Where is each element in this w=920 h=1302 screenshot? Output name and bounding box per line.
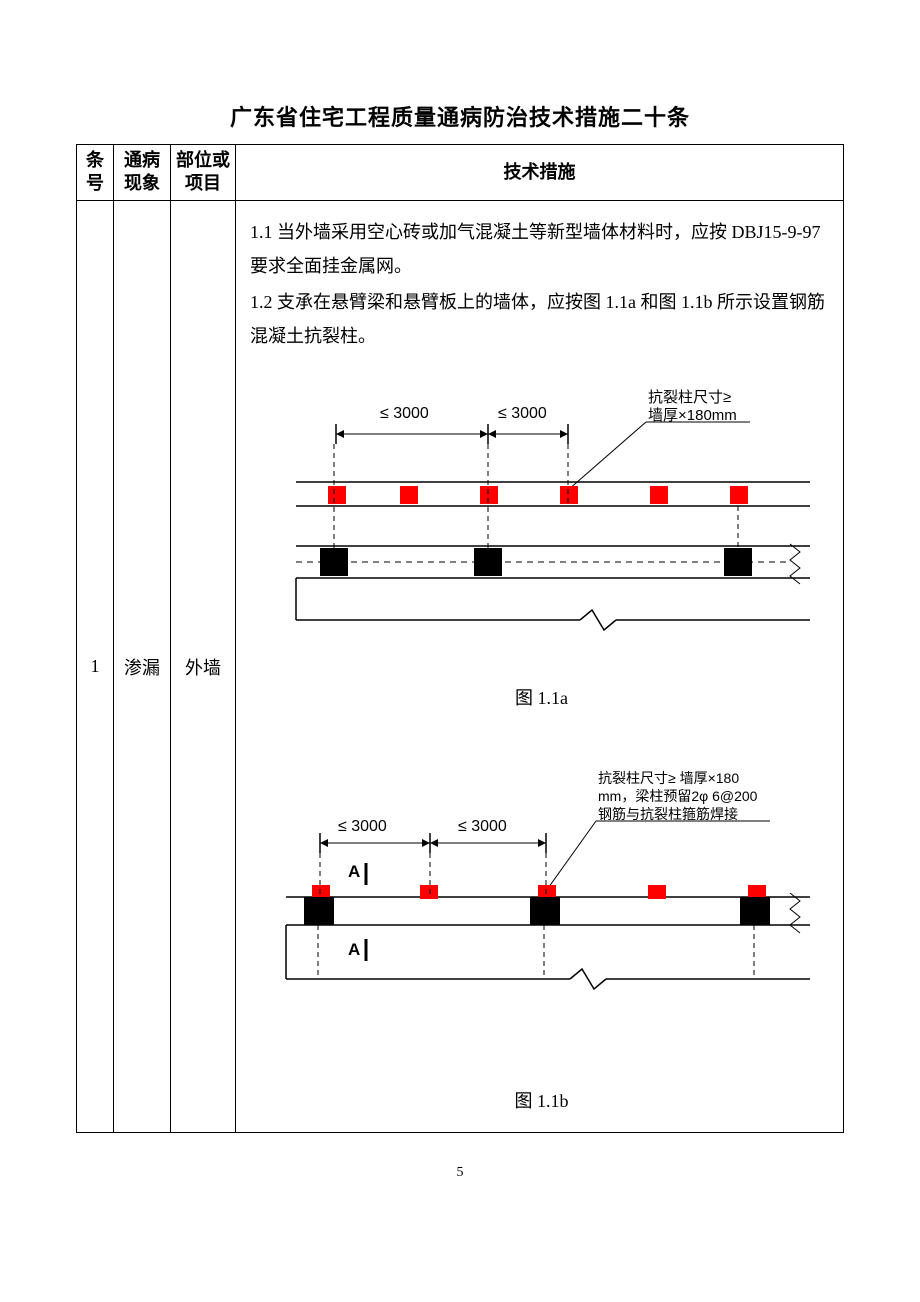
dim-label: ≤ 3000 [498, 405, 547, 422]
page-title: 广东省住宅工程质量通病防治技术措施二十条 [76, 100, 844, 132]
paragraph-1-1: 1.1 当外墙采用空心砖或加气混凝土等新型墙体材料时，应按 DBJ15-9-97… [250, 215, 833, 283]
red-column-marker [650, 486, 668, 504]
table-header-row: 条号 通病现象 部位或项目 技术措施 [77, 145, 844, 201]
red-column-marker [312, 885, 330, 899]
callout-line: 抗裂柱尺寸≥ [648, 389, 731, 406]
cell-symptom: 渗漏 [114, 200, 171, 1133]
red-column-marker [420, 885, 438, 899]
red-column-marker [648, 885, 666, 899]
red-column-marker [748, 885, 766, 899]
section-mark-a: A [348, 862, 360, 881]
cell-measures: 1.1 当外墙采用空心砖或加气混凝土等新型墙体材料时，应按 DBJ15-9-97… [236, 200, 844, 1133]
figure-caption: 图 1.1a [250, 681, 833, 715]
cell-num: 1 [77, 200, 114, 1133]
red-column-marker [480, 486, 498, 504]
red-column-marker [560, 486, 578, 504]
page-number: 5 [76, 1165, 844, 1181]
red-column-marker [730, 486, 748, 504]
table-row: 1 渗漏 外墙 1.1 当外墙采用空心砖或加气混凝土等新型墙体材料时，应按 DB… [77, 200, 844, 1133]
figure-1-1b: 抗裂柱尺寸≥ 墙厚×180 mm，梁柱预留2φ 6@200 钢筋与抗裂柱箍筋焊接… [250, 769, 833, 1118]
paragraph-1-2: 1.2 支承在悬臂梁和悬臂板上的墙体，应按图 1.1a 和图 1.1b 所示设置… [250, 285, 833, 353]
dim-label: ≤ 3000 [380, 405, 429, 422]
callout-line: 抗裂柱尺寸≥ 墙厚×180 [598, 770, 739, 786]
section-mark-a: A [348, 940, 360, 959]
callout-line: 墙厚×180mm [648, 407, 737, 424]
figure-caption: 图 1.1b [250, 1084, 833, 1118]
black-column-marker [304, 897, 334, 925]
col-header-measures: 技术措施 [236, 145, 844, 201]
col-header-location: 部位或项目 [171, 145, 236, 201]
figure-1-1a: ≤ 3000 ≤ 3000 抗裂柱尺寸≥ 墙厚×180mm [250, 382, 833, 715]
red-column-marker [538, 885, 556, 899]
col-header-num: 条号 [77, 145, 114, 201]
black-column-marker [740, 897, 770, 925]
cell-location: 外墙 [171, 200, 236, 1133]
red-column-marker [400, 486, 418, 504]
black-column-marker [530, 897, 560, 925]
dim-label: ≤ 3000 [338, 818, 387, 835]
col-header-symptom: 通病现象 [114, 145, 171, 201]
red-column-marker [328, 486, 346, 504]
dim-label: ≤ 3000 [458, 818, 507, 835]
callout-line: 钢筋与抗裂柱箍筋焊接 [598, 806, 738, 822]
callout-line: mm，梁柱预留2φ 6@200 [598, 788, 758, 804]
main-table: 条号 通病现象 部位或项目 技术措施 1 渗漏 外墙 1.1 当外墙采用空心砖或… [76, 144, 844, 1133]
